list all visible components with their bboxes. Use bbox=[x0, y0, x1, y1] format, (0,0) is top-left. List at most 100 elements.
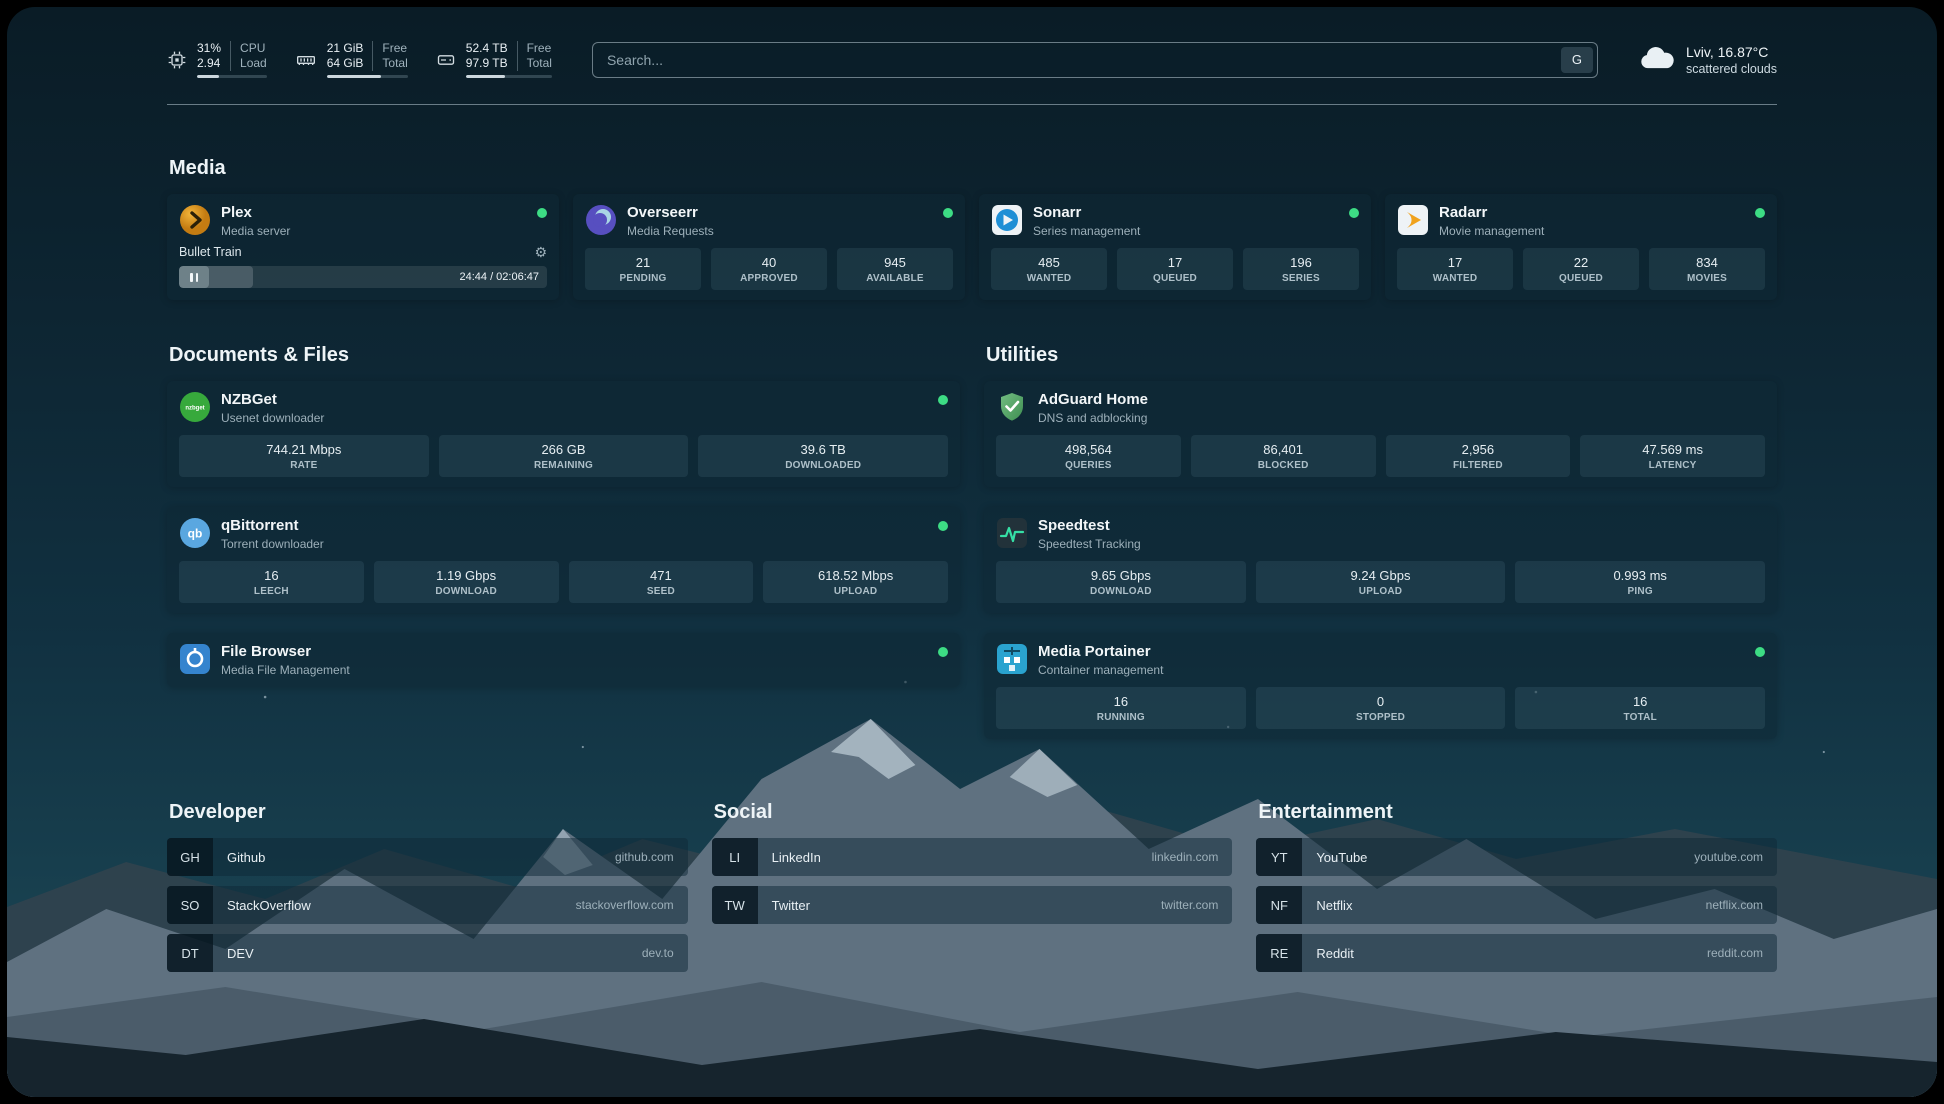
section-utilities: Utilities AdGuard Home bbox=[984, 344, 1777, 739]
card-subtitle: Movie management bbox=[1439, 224, 1545, 238]
stat-wanted: 17 WANTED bbox=[1397, 248, 1513, 290]
sonarr-card[interactable]: Sonarr Series management 485 WANTED 17 Q… bbox=[979, 194, 1371, 300]
bookmark-dev[interactable]: DT DEV dev.to bbox=[167, 934, 688, 972]
stat-running: 16 RUNNING bbox=[996, 687, 1246, 729]
bookmark-url: github.com bbox=[614, 850, 674, 864]
stat-available: 945 AVAILABLE bbox=[837, 248, 953, 290]
status-dot bbox=[938, 521, 948, 531]
status-dot bbox=[1755, 647, 1765, 657]
plex-titles: Plex Media server bbox=[221, 204, 527, 238]
settings-gear-icon[interactable]: ⚙ bbox=[534, 244, 547, 260]
playback-progress-fill bbox=[179, 266, 253, 288]
bookmark-name: DEV bbox=[227, 945, 254, 961]
card-title: Sonarr bbox=[1033, 204, 1082, 221]
cpu-progress-fill bbox=[197, 75, 219, 78]
qbittorrent-card[interactable]: qb qBittorrent Torrent downloader 16 LEE… bbox=[167, 507, 960, 613]
app-frame: 31% CPU 2.94 Load bbox=[7, 7, 1937, 1097]
bookmark-abbr: LI bbox=[711, 838, 758, 876]
nzbget-card[interactable]: nzbget NZBGet Usenet downloader 744.21 M… bbox=[167, 381, 960, 487]
bookmark-name: Twitter bbox=[771, 897, 810, 913]
bookmark-github[interactable]: GH Github github.com bbox=[167, 838, 688, 876]
stat-movies: 834 MOVIES bbox=[1649, 248, 1765, 290]
memory-total-value: 64 GiB bbox=[326, 56, 364, 70]
card-subtitle: Media Requests bbox=[627, 224, 714, 238]
speedtest-card[interactable]: Speedtest Speedtest Tracking 9.65 Gbps D… bbox=[984, 507, 1777, 613]
bookmark-netflix[interactable]: NF Netflix netflix.com bbox=[1256, 886, 1777, 924]
stats-row: 17 WANTED 22 QUEUED 834 MOVIES bbox=[1397, 248, 1765, 290]
stat-download: 9.65 Gbps DOWNLOAD bbox=[996, 561, 1246, 603]
search-bar: G bbox=[591, 41, 1598, 78]
radarr-card-header: Radarr Movie management bbox=[1397, 204, 1765, 238]
stat-series: 196 SERIES bbox=[1243, 248, 1359, 290]
weather-condition: scattered clouds bbox=[1685, 61, 1777, 76]
stats-row: 9.65 Gbps DOWNLOAD 9.24 Gbps UPLOAD 0.99… bbox=[996, 561, 1766, 603]
stat-remaining: 266 GB REMAINING bbox=[438, 435, 689, 477]
cpu-percent: 31% bbox=[197, 41, 222, 55]
stat-ping: 0.993 ms PING bbox=[1515, 561, 1766, 603]
section-media: Media Plex Medi bbox=[167, 157, 1777, 300]
bookmark-linkedin[interactable]: LI LinkedIn linkedin.com bbox=[711, 838, 1233, 876]
bookmark-stackoverflow[interactable]: SO StackOverflow stackoverflow.com bbox=[167, 886, 688, 924]
cpu-icon bbox=[167, 50, 187, 70]
card-title: NZBGet bbox=[221, 391, 277, 408]
section-developer: Developer GH Github github.com SO StackO… bbox=[167, 801, 688, 982]
memory-icon bbox=[295, 50, 317, 70]
stat-download: 1.19 Gbps DOWNLOAD bbox=[373, 561, 559, 603]
overseerr-titles: Overseerr Media Requests bbox=[627, 204, 933, 238]
qbittorrent-titles: qBittorrent Torrent downloader bbox=[221, 517, 928, 551]
card-subtitle: DNS and adblocking bbox=[1038, 411, 1148, 425]
stat-total: 16 TOTAL bbox=[1515, 687, 1766, 729]
cpu-widget-body: 31% CPU 2.94 Load bbox=[197, 41, 267, 78]
stat-seed: 471 SEED bbox=[568, 561, 754, 603]
status-dot bbox=[1349, 208, 1359, 218]
stats-row: 16 RUNNING 0 STOPPED 16 TOTAL bbox=[996, 687, 1766, 729]
bookmark-reddit[interactable]: RE Reddit reddit.com bbox=[1256, 934, 1777, 972]
card-subtitle: Container management bbox=[1038, 663, 1164, 677]
plex-card[interactable]: Plex Media server Bullet Train ⚙ 24:44 /… bbox=[167, 194, 559, 300]
radarr-card[interactable]: Radarr Movie management 17 WANTED 22 QUE… bbox=[1385, 194, 1777, 300]
bookmarks-area: Developer GH Github github.com SO StackO… bbox=[167, 801, 1777, 982]
section-title-utilities: Utilities bbox=[986, 344, 1059, 366]
topbar: 31% CPU 2.94 Load bbox=[167, 41, 1777, 78]
stat-queries: 498,564 QUERIES bbox=[996, 435, 1181, 477]
filebrowser-card[interactable]: File Browser Media File Management bbox=[167, 633, 960, 687]
disk-free-value: 52.4 TB bbox=[465, 41, 508, 55]
bookmark-abbr: DT bbox=[167, 934, 213, 972]
speedtest-card-header: Speedtest Speedtest Tracking bbox=[996, 517, 1765, 551]
stats-row: 485 WANTED 17 QUEUED 196 SERIES bbox=[991, 248, 1359, 290]
section-title-documents: Documents & Files bbox=[169, 344, 350, 366]
card-subtitle: Speedtest Tracking bbox=[1038, 537, 1141, 551]
overseerr-card[interactable]: Overseerr Media Requests 21 PENDING 40 A… bbox=[573, 194, 965, 300]
bookmark-url: stackoverflow.com bbox=[575, 898, 674, 912]
bookmark-abbr: TW bbox=[711, 886, 758, 924]
now-playing-row: Bullet Train ⚙ bbox=[179, 245, 547, 259]
stat-wanted: 485 WANTED bbox=[991, 248, 1107, 290]
stats-row: 16 LEECH 1.19 Gbps DOWNLOAD 471 SEED 6 bbox=[179, 561, 948, 603]
search-input[interactable] bbox=[591, 41, 1598, 78]
bookmark-twitter[interactable]: TW Twitter twitter.com bbox=[711, 886, 1233, 924]
sonarr-icon bbox=[991, 204, 1023, 236]
bookmark-youtube[interactable]: YT YouTube youtube.com bbox=[1256, 838, 1777, 876]
pause-button[interactable] bbox=[179, 266, 209, 288]
plex-player-bar[interactable]: 24:44 / 02:06:47 bbox=[179, 266, 547, 288]
sonarr-titles: Sonarr Series management bbox=[1033, 204, 1339, 238]
bookmark-name: LinkedIn bbox=[771, 849, 821, 865]
weather-location: Lviv, 16.87°C bbox=[1685, 43, 1769, 60]
bookmark-url: linkedin.com bbox=[1151, 850, 1219, 864]
stat-blocked: 86,401 BLOCKED bbox=[1190, 435, 1376, 477]
search-provider-button[interactable]: G bbox=[1560, 46, 1593, 73]
bookmark-url: reddit.com bbox=[1706, 946, 1763, 960]
radarr-icon bbox=[1397, 204, 1429, 236]
status-dot bbox=[938, 647, 948, 657]
card-title: Radarr bbox=[1439, 204, 1488, 221]
memory-label-2: Total bbox=[372, 56, 408, 71]
stat-downloaded: 39.6 TB DOWNLOADED bbox=[698, 435, 949, 477]
memory-progress-fill bbox=[326, 75, 382, 78]
disk-total-value: 97.9 TB bbox=[465, 56, 508, 70]
stat-queued: 22 QUEUED bbox=[1523, 248, 1639, 290]
adguard-card[interactable]: AdGuard Home DNS and adblocking 498,564 … bbox=[984, 381, 1777, 487]
portainer-icon bbox=[996, 643, 1028, 675]
overseerr-icon bbox=[585, 204, 617, 236]
two-column-area: Documents & Files nzbget NZBGet Usenet d bbox=[167, 344, 1777, 739]
portainer-card[interactable]: Media Portainer Container management 16 … bbox=[984, 633, 1777, 739]
